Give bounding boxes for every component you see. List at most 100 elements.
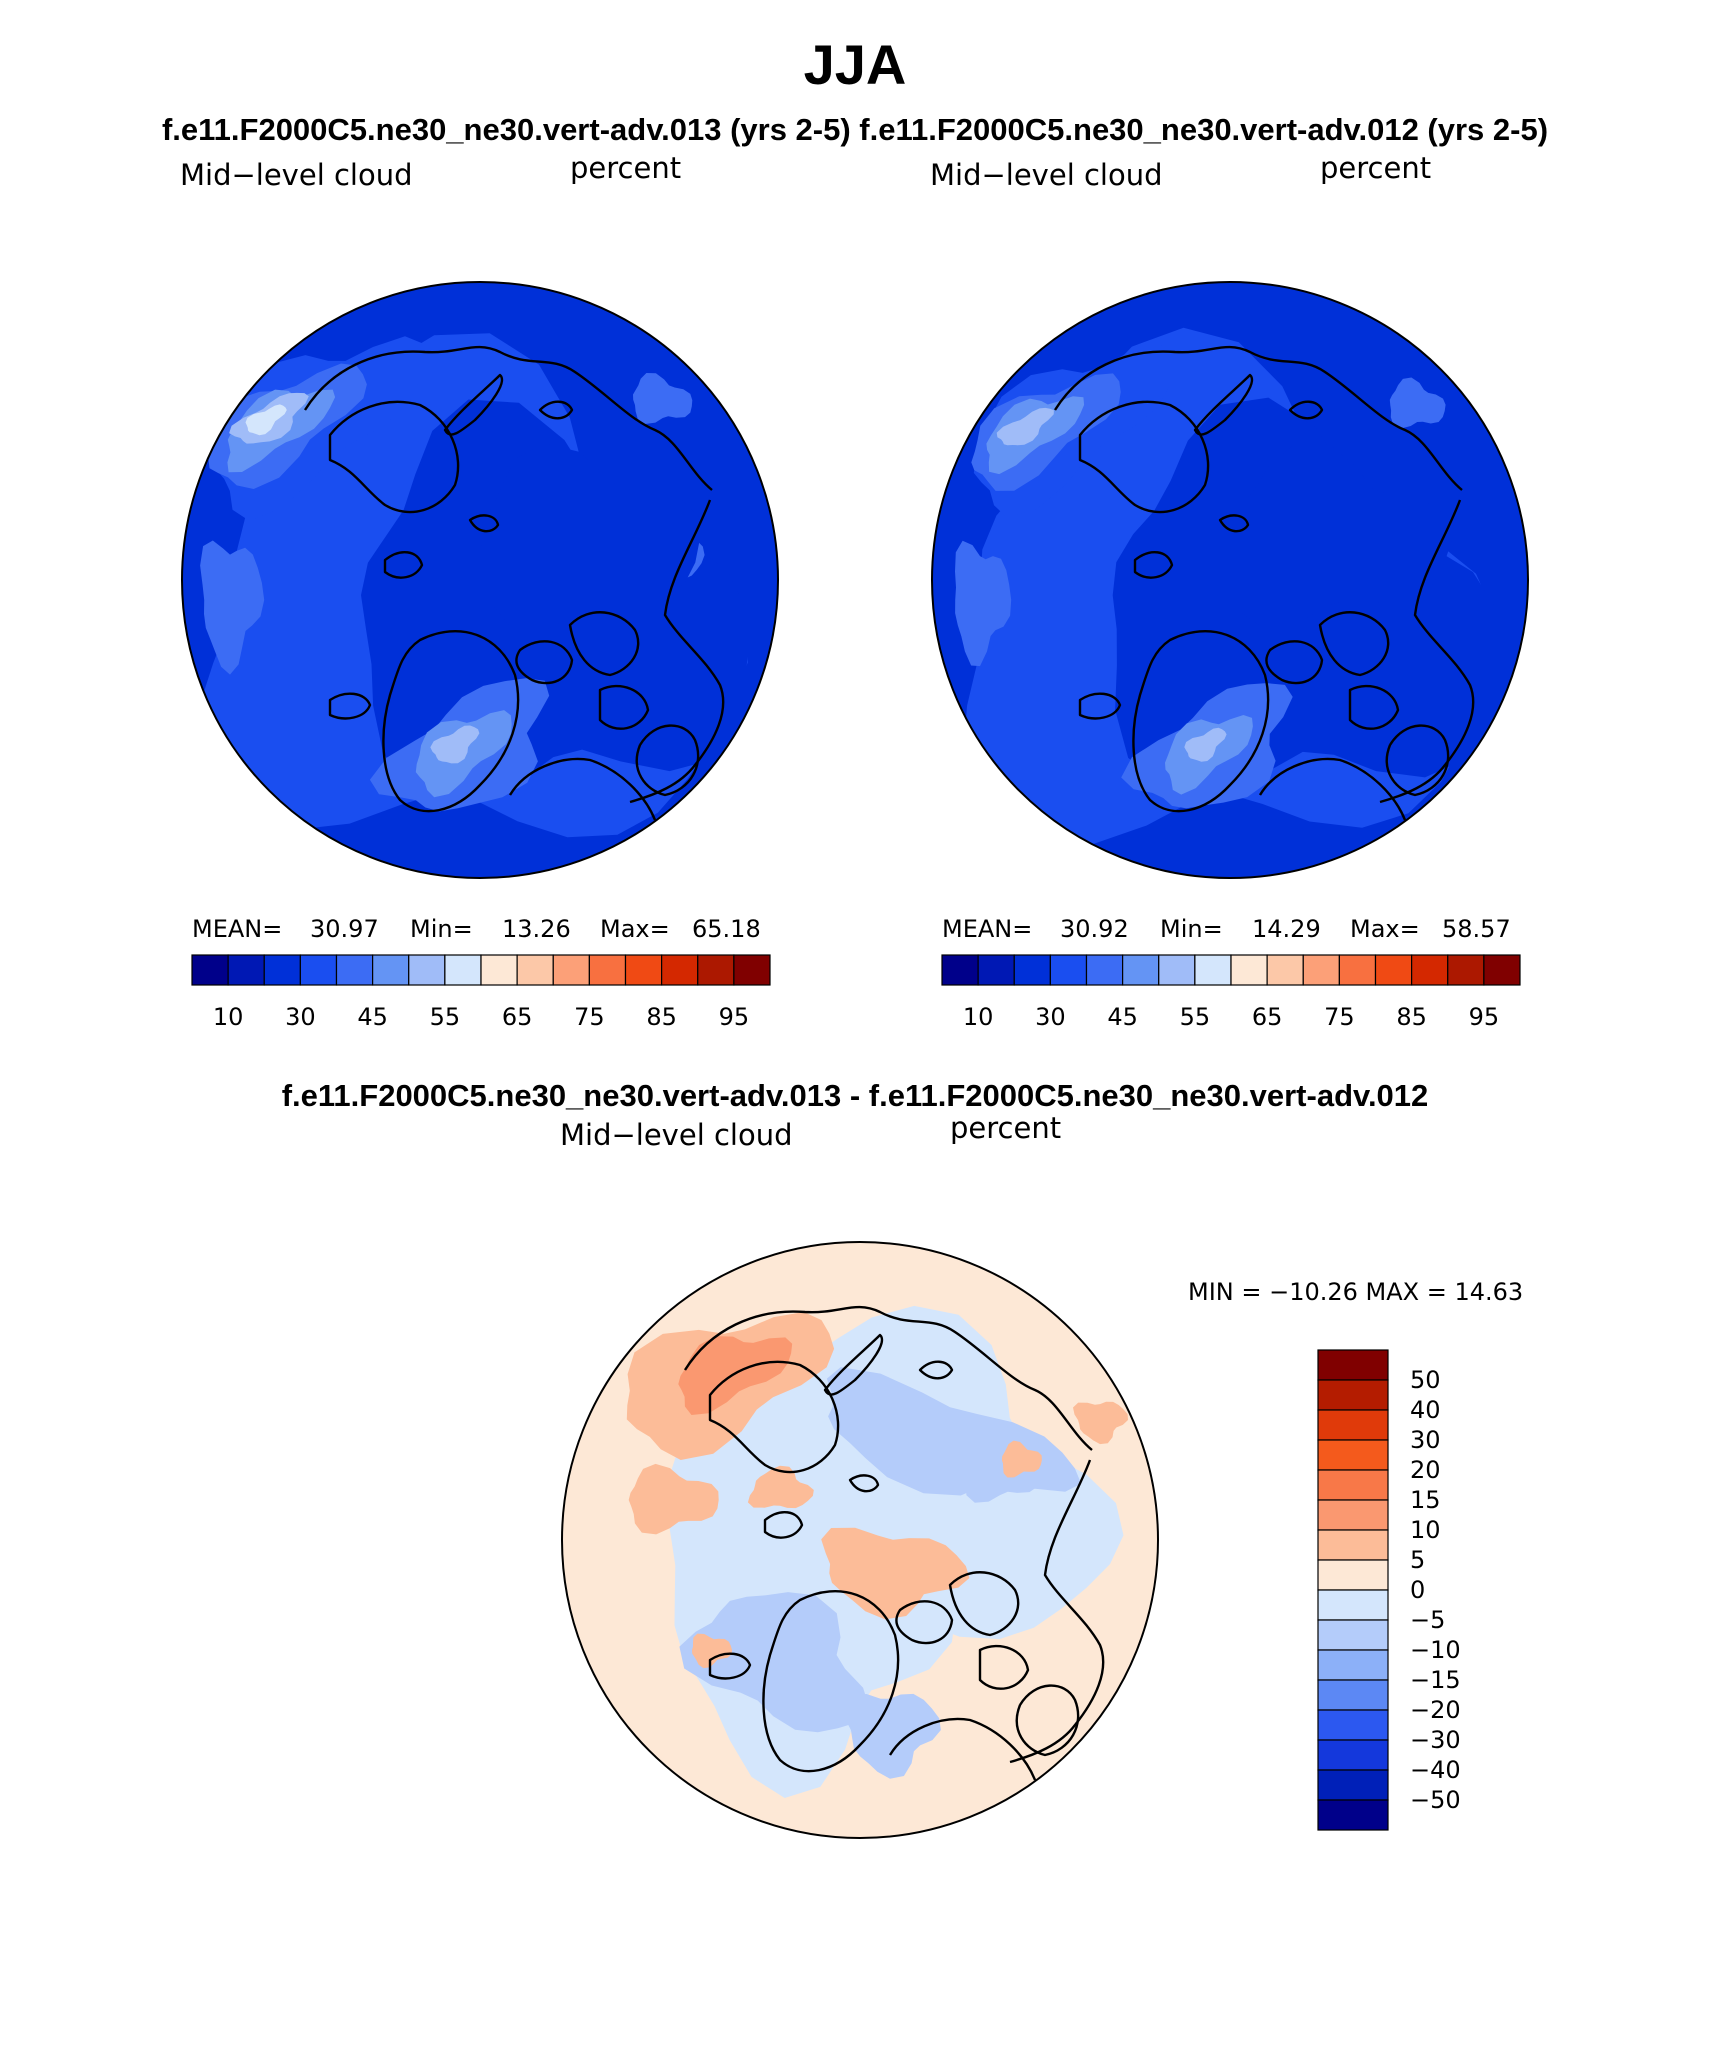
colorbar-swatch [1049, 954, 1088, 986]
colorbar-swatch [1317, 1739, 1389, 1771]
stat-min-label: Min= [1160, 915, 1223, 943]
field-contour [679, 1592, 870, 1733]
panel-model-013: Mid−level cloud percent [180, 151, 779, 879]
colorbar-tick-label: 55 [430, 1003, 461, 1031]
colorbar-swatch [1266, 954, 1304, 986]
colorbar-swatch [588, 954, 627, 986]
colorbar-swatch [1317, 1439, 1389, 1471]
colorbar-tick-label: 15 [1410, 1486, 1441, 1514]
field-contour [1073, 1401, 1128, 1445]
colorbar-swatch [408, 954, 446, 986]
field-contour [633, 373, 693, 424]
stat-min-label: Min= [410, 915, 473, 943]
stat-mean-label: MEAN= [942, 915, 1032, 943]
colorbar-swatch [299, 954, 338, 986]
colorbar-tick-label: 40 [1410, 1396, 1441, 1424]
map-border [561, 1241, 1159, 1839]
field-contour [1232, 444, 1453, 627]
colorbar-swatch [1338, 954, 1377, 986]
colorbar-swatch [1302, 954, 1340, 986]
field-contour [628, 1463, 719, 1535]
colorbar-tick-label: −50 [1410, 1786, 1461, 1814]
colorbar-tick-label: 10 [963, 1003, 994, 1031]
colorbar-swatch [1317, 1499, 1389, 1531]
colorbar-tick-label: 45 [357, 1003, 388, 1031]
field-contour [245, 404, 287, 436]
colorbar-tick-label: 50 [1410, 1366, 1441, 1394]
colorbar-tick-label: −30 [1410, 1726, 1461, 1754]
colorbar-swatch [1158, 954, 1196, 986]
colorbar-swatch [1194, 954, 1232, 986]
stat-max-label: Max= [600, 915, 670, 943]
colorbar: 10 30 45 55 65 75 85 95 MEAN= 30.97 Min= 13.26 Max= 6… [191, 915, 771, 1031]
colorbar-swatch [516, 954, 554, 986]
colorbar-swatch [1317, 1559, 1389, 1591]
colorbar-swatch [1317, 1769, 1389, 1801]
colorbar-tick-label: 20 [1410, 1456, 1441, 1484]
colorbar-swatch [941, 954, 979, 986]
stat-max-label: Max= [1350, 915, 1420, 943]
panel-units: percent [1320, 151, 1431, 185]
colorbar-swatch [372, 954, 410, 986]
colorbar-swatch [480, 954, 518, 986]
field-contour [692, 1633, 732, 1669]
colorbar-swatch [1317, 1349, 1389, 1381]
colorbar-tick-label: 65 [502, 1003, 533, 1031]
colorbar-tick-label: 65 [1252, 1003, 1283, 1031]
stat-mean-label: MEAN= [192, 915, 282, 943]
colorbar-swatch [977, 954, 1015, 986]
colorbar-tick-label: 10 [213, 1003, 244, 1031]
panel-difference: Mid−level cloud percent [560, 1111, 1159, 1839]
colorbar-swatch [1230, 954, 1268, 986]
colorbar-swatch [661, 954, 699, 986]
colorbar-tick-label: 30 [1035, 1003, 1066, 1031]
colorbar-swatch [444, 954, 482, 986]
colorbar-tick-label: 0 [1410, 1576, 1425, 1604]
map-border [931, 281, 1529, 879]
polar-map [182, 282, 778, 878]
colorbar-swatch [227, 954, 265, 986]
colorbar-tick-label: −15 [1410, 1666, 1461, 1694]
colorbar-tick-label: −5 [1410, 1606, 1445, 1634]
stat-mean-value: 30.92 [1060, 915, 1129, 943]
diff-min-max: MIN = −10.26 MAX = 14.63 [1188, 1278, 1523, 1306]
field-contour [479, 443, 700, 630]
panel-field-title: Mid−level cloud [930, 158, 1163, 192]
stat-min-value: 14.29 [1252, 915, 1321, 943]
colorbar-swatch [697, 954, 735, 986]
colorbar-swatch [1317, 1379, 1389, 1411]
colorbar-swatch [1317, 1649, 1389, 1681]
colorbar-swatch [1317, 1799, 1389, 1831]
panel-units: percent [570, 151, 681, 185]
colorbar-tick-label: 85 [646, 1003, 677, 1031]
colorbar-tick-label: −20 [1410, 1696, 1461, 1724]
polar-map [932, 282, 1528, 878]
figure-title: JJA [803, 33, 907, 96]
colorbar-swatch [1317, 1589, 1389, 1621]
field-contour [842, 1693, 941, 1779]
field-contour [1389, 377, 1446, 429]
polar-map [562, 1242, 1158, 1838]
colorbar-swatch [1317, 1469, 1389, 1501]
field-contour [1001, 1440, 1042, 1478]
colorbar-swatch [552, 954, 590, 986]
colorbar-swatch [1317, 1529, 1389, 1561]
difference-panel-caption: f.e11.F2000C5.ne30_ne30.vert-adv.013 - f… [281, 1078, 1429, 1113]
colorbar-tick-label: 85 [1396, 1003, 1427, 1031]
colorbar-tick-label: 55 [1180, 1003, 1211, 1031]
colorbar-tick-label: 10 [1410, 1516, 1441, 1544]
stat-max-value: 58.57 [1442, 915, 1511, 943]
panel-units: percent [950, 1111, 1061, 1145]
colorbar-tick-label: 5 [1410, 1546, 1425, 1574]
colorbar-tick-label: 95 [1469, 1003, 1500, 1031]
field-contour [1184, 727, 1227, 762]
field-contour [200, 540, 265, 675]
panel-field-title: Mid−level cloud [180, 158, 413, 192]
field-contour [678, 1336, 793, 1415]
colorbar-tick-label: 30 [1410, 1426, 1441, 1454]
field-contour [747, 1465, 814, 1509]
colorbar-swatch [1317, 1709, 1389, 1741]
colorbar-tick-label: 45 [1107, 1003, 1138, 1031]
colorbar-swatch [1374, 954, 1413, 986]
